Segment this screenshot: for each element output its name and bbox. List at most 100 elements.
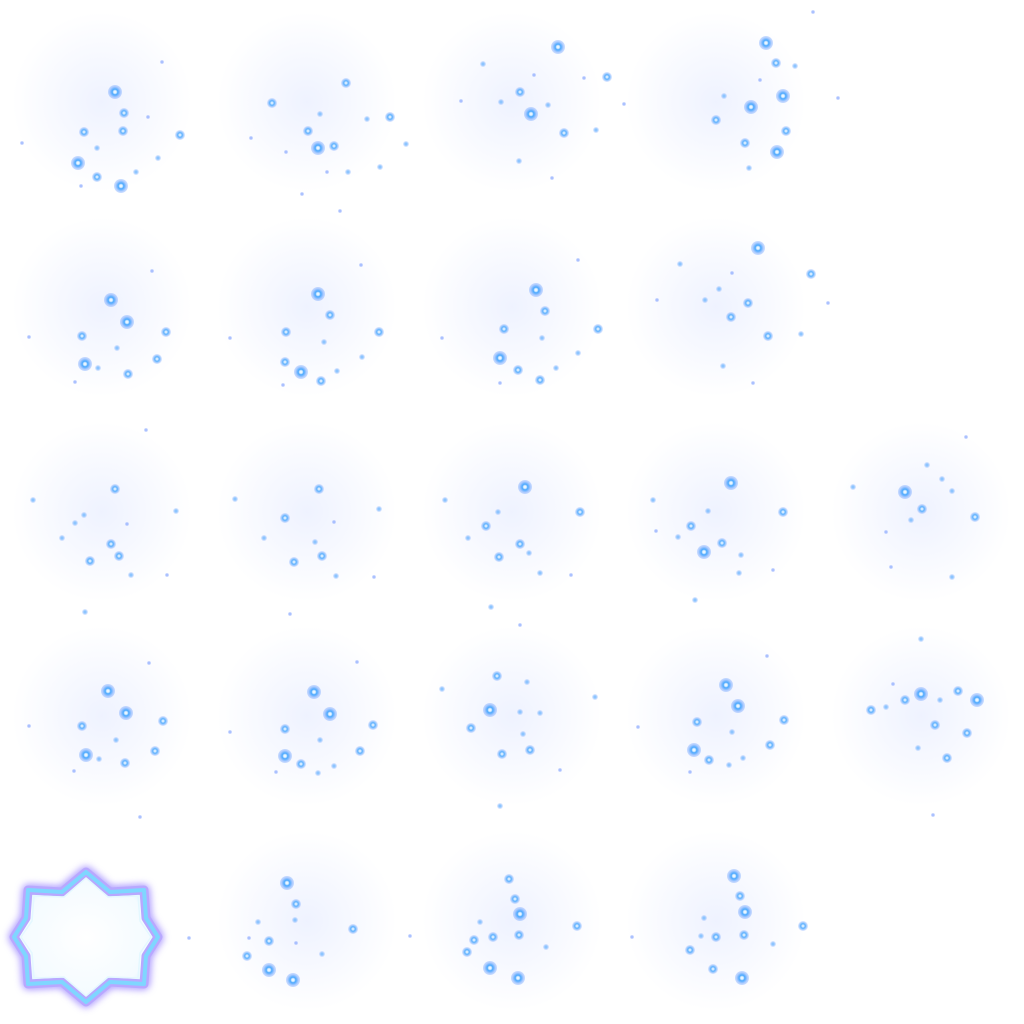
sparkle-particle xyxy=(568,572,573,577)
sparkle-particle xyxy=(737,551,744,558)
sparkle-particle xyxy=(114,550,124,561)
sparkle-particle xyxy=(936,696,943,703)
sparkle-particle xyxy=(538,334,545,341)
sparkle-particle xyxy=(367,719,378,730)
sparkle-particle xyxy=(261,962,276,977)
sparkle-particle xyxy=(719,362,726,369)
glow-haze xyxy=(421,626,602,807)
sparkle-particle xyxy=(464,534,471,541)
sparkle-frame-24 xyxy=(614,819,818,1023)
sparkle-particle xyxy=(347,923,358,934)
sparkle-particle xyxy=(340,78,351,88)
sparkle-particle xyxy=(150,745,160,756)
sparkle-particle xyxy=(913,686,928,701)
sparkle-particle xyxy=(539,305,550,316)
sparkle-frame-16 xyxy=(0,614,204,819)
glow-haze xyxy=(626,216,807,397)
sparkle-particle xyxy=(152,353,162,364)
sparkle-particle xyxy=(95,364,101,371)
sparkle-particle xyxy=(710,115,721,125)
sparkle-particle xyxy=(491,670,502,681)
sparkle-frame-17 xyxy=(205,614,409,818)
sparkle-particle xyxy=(138,814,142,819)
sparkle-particle xyxy=(737,904,752,919)
sparkle-frame-3 xyxy=(410,0,626,204)
sparkle-frame-20 xyxy=(819,614,1023,818)
sparkle-particle xyxy=(512,906,527,921)
sparkle-frame-11 xyxy=(0,410,204,615)
sparkle-particle xyxy=(314,769,321,776)
sparkle-particle xyxy=(165,572,169,577)
sparkle-frame-23 xyxy=(407,819,614,1023)
sparkle-particle xyxy=(187,935,191,940)
sparkle-particle xyxy=(480,520,491,531)
sparkle-particle xyxy=(750,380,755,385)
sparkle-particle xyxy=(601,72,612,82)
sparkle-particle xyxy=(492,350,507,365)
sparkle-particle xyxy=(512,364,523,375)
sparkle-particle xyxy=(701,296,708,303)
glow-haze xyxy=(626,12,807,192)
sparkle-particle xyxy=(104,292,118,307)
sparkle-particle xyxy=(71,156,85,170)
sparkle-particle xyxy=(310,141,325,155)
sparkle-particle xyxy=(764,739,775,750)
sparkle-particle xyxy=(30,496,36,503)
sparkle-particle xyxy=(158,715,168,726)
sparkle-particle xyxy=(738,929,749,940)
sparkle-particle xyxy=(969,511,980,522)
sparkle-particle xyxy=(710,931,721,942)
sparkle-particle xyxy=(20,141,24,145)
sparkle-particle xyxy=(497,99,504,105)
sparkle-particle xyxy=(592,127,599,133)
sparkle-particle xyxy=(696,544,711,559)
sparkle-particle xyxy=(375,505,382,512)
sparkle-particle xyxy=(707,963,718,974)
sparkle-particle xyxy=(119,108,129,118)
sparkle-particle xyxy=(778,714,789,725)
sparkle-particle xyxy=(654,297,659,302)
sparkle-particle xyxy=(476,918,483,925)
sparkle-particle xyxy=(110,483,120,494)
sparkle-frame-1 xyxy=(0,0,204,204)
sparkle-particle xyxy=(279,875,294,890)
sparkle-particle xyxy=(114,344,120,351)
sparkle-particle xyxy=(266,98,277,108)
sparkle-particle xyxy=(494,508,501,515)
sparkle-particle xyxy=(916,503,927,514)
sparkle-particle xyxy=(85,555,95,566)
sparkle-particle xyxy=(715,285,722,292)
sparkle-particle xyxy=(358,262,363,267)
sparkle-particle xyxy=(155,155,161,161)
sparkle-particle xyxy=(73,379,77,384)
sparkle-particle xyxy=(835,96,840,100)
sparkle-particle xyxy=(77,330,87,341)
sparkle-particle xyxy=(150,268,154,273)
sparkle-particle xyxy=(770,58,781,68)
sparkle-frame-22 xyxy=(187,819,409,1023)
sparkle-particle xyxy=(969,692,984,707)
glow-haze xyxy=(421,421,602,602)
sparkle-particle xyxy=(72,519,78,526)
sparkle-particle xyxy=(496,802,503,809)
sparkle-particle xyxy=(514,538,525,549)
sparkle-particle xyxy=(246,935,251,940)
sparkle-particle xyxy=(306,684,321,699)
sparkle-particle xyxy=(371,574,376,579)
sparkle-particle xyxy=(311,538,318,545)
sparkle-particle xyxy=(77,720,87,731)
sparkle-particle xyxy=(574,506,585,517)
sparkle-particle xyxy=(552,364,559,371)
sparkle-particle xyxy=(497,380,502,385)
sparkle-frame-19 xyxy=(614,614,818,818)
sparkle-particle xyxy=(917,635,924,642)
sparkle-particle xyxy=(510,970,525,985)
glow-haze xyxy=(216,831,397,1012)
sparkle-particle xyxy=(531,73,536,77)
sparkle-particle xyxy=(750,240,765,255)
sparkle-particle xyxy=(923,461,930,468)
sparkle-particle xyxy=(439,335,444,340)
sparkle-particle xyxy=(227,729,232,734)
sparkle-particle xyxy=(725,311,736,322)
sparkle-particle xyxy=(354,745,365,756)
